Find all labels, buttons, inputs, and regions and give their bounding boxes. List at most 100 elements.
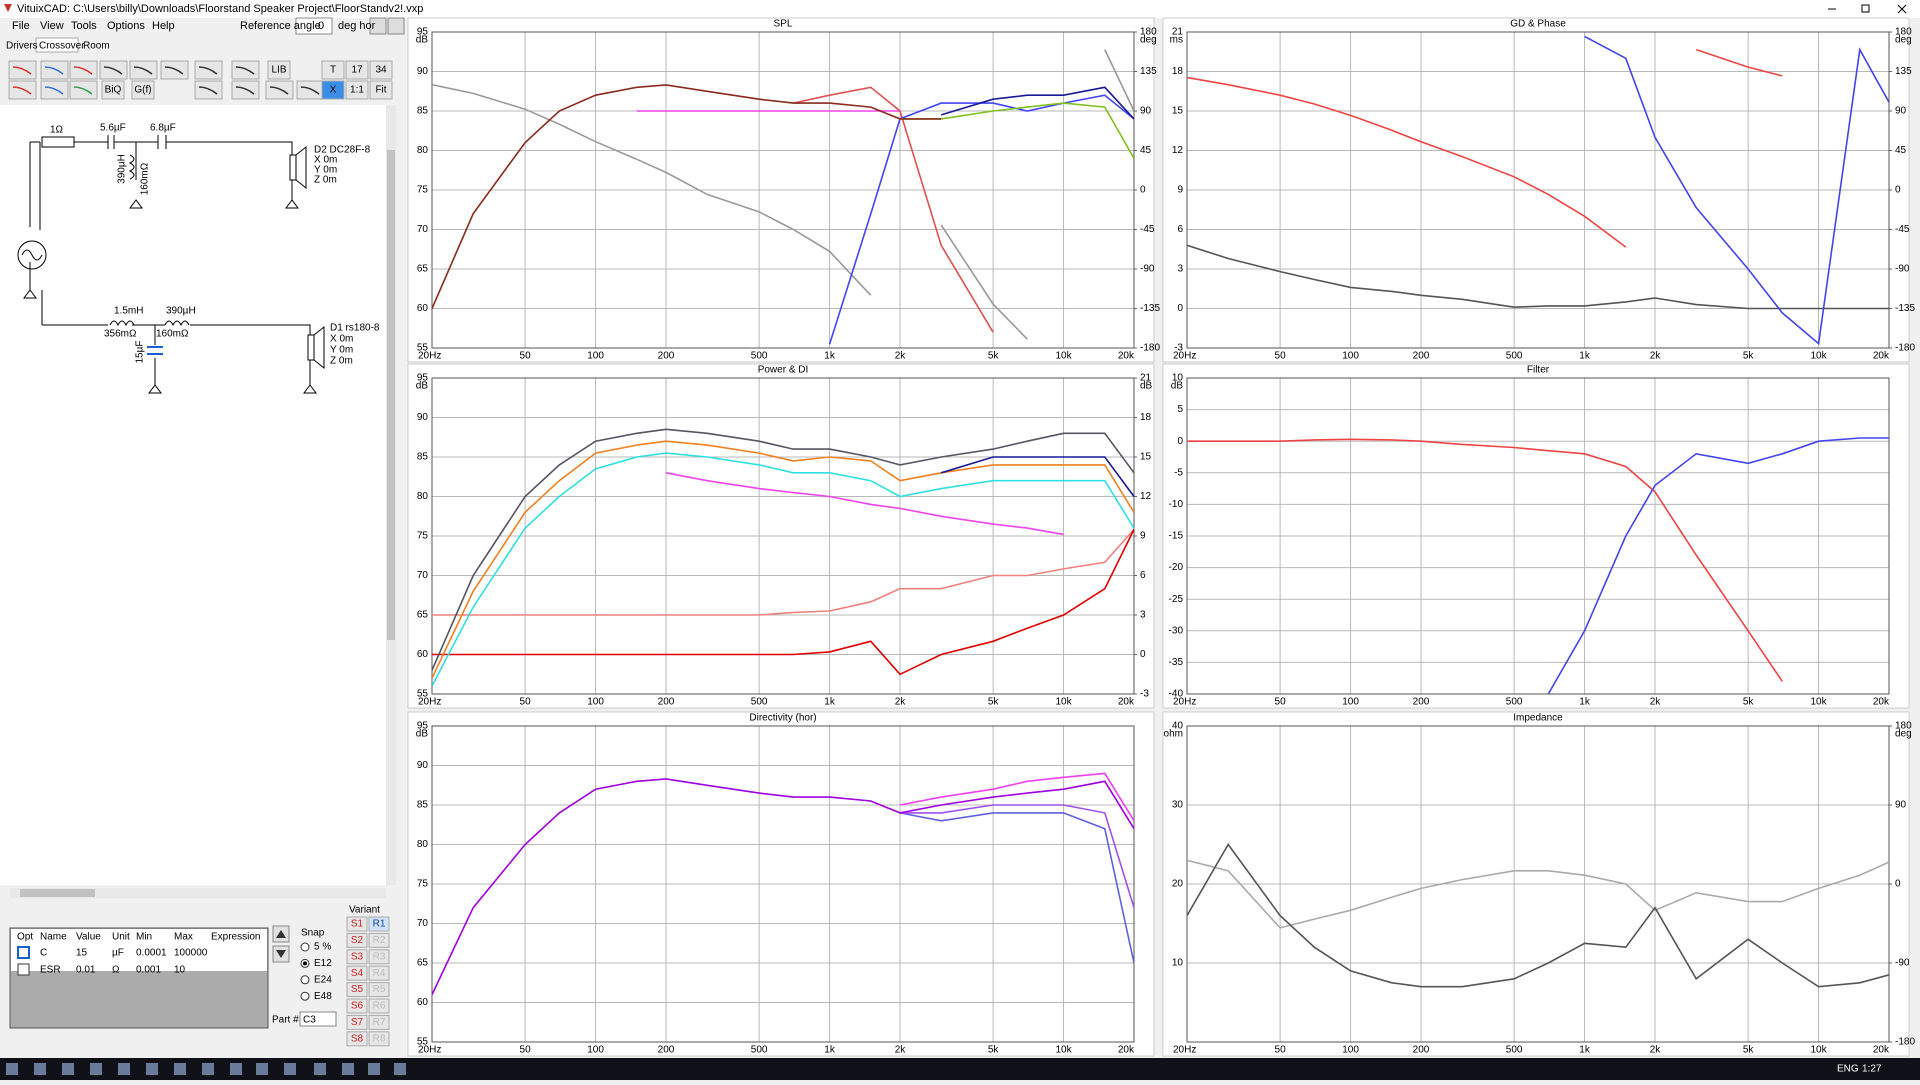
tool-button[interactable] <box>131 80 155 100</box>
taskbar-icon[interactable] <box>230 1063 242 1075</box>
tool-button[interactable] <box>369 60 393 80</box>
tool-button[interactable] <box>99 60 128 80</box>
variant-button-label: S1 <box>351 919 364 930</box>
snap-radio[interactable] <box>300 975 310 985</box>
tab[interactable]: Crossover <box>39 41 85 52</box>
x-tick-label: 20Hz <box>1173 351 1196 362</box>
tool-button[interactable] <box>194 80 223 100</box>
close[interactable] <box>1897 4 1907 14</box>
tool-button[interactable] <box>40 60 69 80</box>
taskbar-icon[interactable] <box>6 1063 18 1075</box>
variant-button[interactable] <box>368 998 390 1014</box>
curve <box>432 428 1134 671</box>
maximize[interactable] <box>1861 4 1870 13</box>
tab[interactable]: Drivers <box>6 41 38 52</box>
y-tick-label: 55 <box>417 689 429 700</box>
tool-button[interactable] <box>194 60 223 80</box>
tool-button[interactable] <box>267 60 291 80</box>
y2-unit: deg <box>1895 729 1912 740</box>
snap-radio[interactable] <box>300 942 310 952</box>
tool-button[interactable] <box>69 60 98 80</box>
menu-item[interactable]: Options <box>107 20 145 32</box>
variant-button[interactable] <box>368 965 390 981</box>
menu-item[interactable]: View <box>40 20 64 32</box>
taskbar-icon[interactable] <box>62 1063 74 1075</box>
taskbar-icon[interactable] <box>118 1063 130 1075</box>
tool-button[interactable] <box>8 60 37 80</box>
tab[interactable]: Room <box>83 41 110 52</box>
variant-button-label: R6 <box>373 1001 386 1012</box>
variant-button[interactable] <box>368 982 390 998</box>
taskbar-icon[interactable] <box>284 1063 296 1075</box>
taskbar-icon[interactable] <box>342 1063 354 1075</box>
variant-button[interactable] <box>346 1031 368 1047</box>
tool-button[interactable] <box>40 80 69 100</box>
taskbar-icon[interactable] <box>256 1063 268 1075</box>
taskbar-icon[interactable] <box>146 1063 158 1075</box>
reference-angle-input[interactable] <box>295 17 333 35</box>
tool-button[interactable] <box>69 80 98 100</box>
tool-button[interactable] <box>129 60 158 80</box>
variant-button[interactable] <box>368 949 390 965</box>
stop-button[interactable] <box>387 17 405 35</box>
taskbar-icon[interactable] <box>34 1063 46 1075</box>
menu-item[interactable]: Tools <box>71 20 97 32</box>
menu-item[interactable]: Help <box>152 20 175 32</box>
tool-button[interactable] <box>296 80 325 100</box>
taskbar-icon[interactable] <box>174 1063 186 1075</box>
selected-capacitor[interactable] <box>147 346 163 355</box>
variant-button[interactable] <box>346 982 368 998</box>
plot-curves <box>432 49 1134 345</box>
variant-button[interactable] <box>346 965 368 981</box>
plot-frame <box>1186 377 1890 695</box>
component-label: 1Ω <box>50 125 64 136</box>
x-tick-label: 200 <box>658 697 675 708</box>
tool-button[interactable] <box>231 60 260 80</box>
tool-button[interactable] <box>101 80 125 100</box>
tool-button[interactable] <box>321 60 345 80</box>
variant-button[interactable] <box>346 949 368 965</box>
y-tick-label: 90 <box>417 66 429 77</box>
variant-button-label: R2 <box>373 935 386 946</box>
variant-button[interactable] <box>368 1031 390 1047</box>
taskbar-icon[interactable] <box>90 1063 102 1075</box>
taskbar-icon[interactable] <box>368 1063 380 1075</box>
variant-button-label: R4 <box>373 968 386 979</box>
variant-button[interactable] <box>346 916 368 932</box>
y-tick-label: 9 <box>1177 185 1183 196</box>
taskbar-icon[interactable] <box>314 1063 326 1075</box>
tool-button[interactable] <box>321 80 345 100</box>
tool-icon <box>44 86 64 95</box>
y2-tick-label: 180 <box>1895 721 1912 732</box>
snap-radio[interactable] <box>300 991 310 1001</box>
tool-button[interactable] <box>231 80 260 100</box>
tool-button[interactable] <box>369 80 393 100</box>
variant-button[interactable] <box>346 932 368 948</box>
tool-button[interactable] <box>8 80 37 100</box>
tool-button[interactable] <box>265 80 294 100</box>
tab-selected[interactable] <box>35 37 79 53</box>
tool-button[interactable] <box>345 80 369 100</box>
variant-button[interactable] <box>346 998 368 1014</box>
curve <box>432 778 1134 995</box>
play-button[interactable] <box>369 17 387 35</box>
taskbar-icon[interactable] <box>202 1063 214 1075</box>
scroll-thumb[interactable] <box>387 150 395 640</box>
tool-button[interactable] <box>160 60 189 80</box>
variant-button[interactable] <box>368 1014 390 1030</box>
scroll-thumb-h[interactable] <box>20 889 95 897</box>
y2-tick-label: 180 <box>1895 27 1912 38</box>
taskbar-icon[interactable] <box>394 1063 406 1075</box>
part-number-input[interactable] <box>299 1011 337 1027</box>
variant-button[interactable] <box>346 1014 368 1030</box>
y2-tick-label: -180 <box>1895 1037 1915 1048</box>
variant-button[interactable] <box>368 932 390 948</box>
opt-checkbox[interactable] <box>17 946 30 959</box>
opt-checkbox[interactable] <box>17 963 30 976</box>
menu-item[interactable]: File <box>12 20 30 32</box>
tool-button-label: G(f) <box>134 85 151 96</box>
variant-button[interactable] <box>368 916 390 932</box>
tool-button[interactable] <box>345 60 369 80</box>
horizontal-scrollbar[interactable] <box>10 888 386 898</box>
snap-option: E12 <box>314 958 332 969</box>
